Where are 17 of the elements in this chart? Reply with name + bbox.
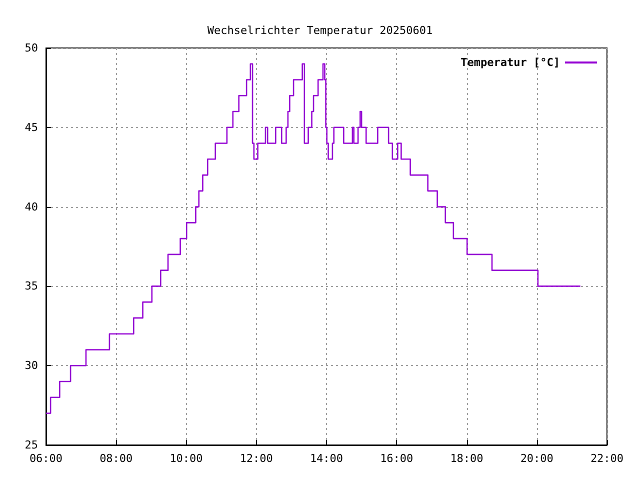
x-tick-label: 20:00: [520, 452, 554, 465]
x-tick-label: 22:00: [590, 452, 624, 465]
x-tick-label: 12:00: [240, 452, 273, 465]
y-tick-label: 45: [24, 120, 38, 134]
y-tick-label: 40: [24, 200, 38, 214]
x-tick-label: 14:00: [310, 452, 344, 465]
y-tick-label: 30: [24, 359, 38, 372]
x-tick-label: 18:00: [450, 452, 484, 465]
x-tick-label: 08:00: [100, 452, 133, 465]
y-tick-label: 35: [24, 280, 38, 293]
legend-label: Temperatur [°C]: [460, 56, 560, 69]
x-tick-label: 16:00: [380, 452, 414, 465]
y-tick-label: 25: [24, 438, 38, 452]
chart-title: Wechselrichter Temperatur 20250601: [207, 24, 433, 37]
y-tick-label: 50: [24, 42, 38, 54]
x-tick-label: 10:00: [170, 452, 203, 465]
x-tick-label: 06:00: [29, 452, 63, 465]
